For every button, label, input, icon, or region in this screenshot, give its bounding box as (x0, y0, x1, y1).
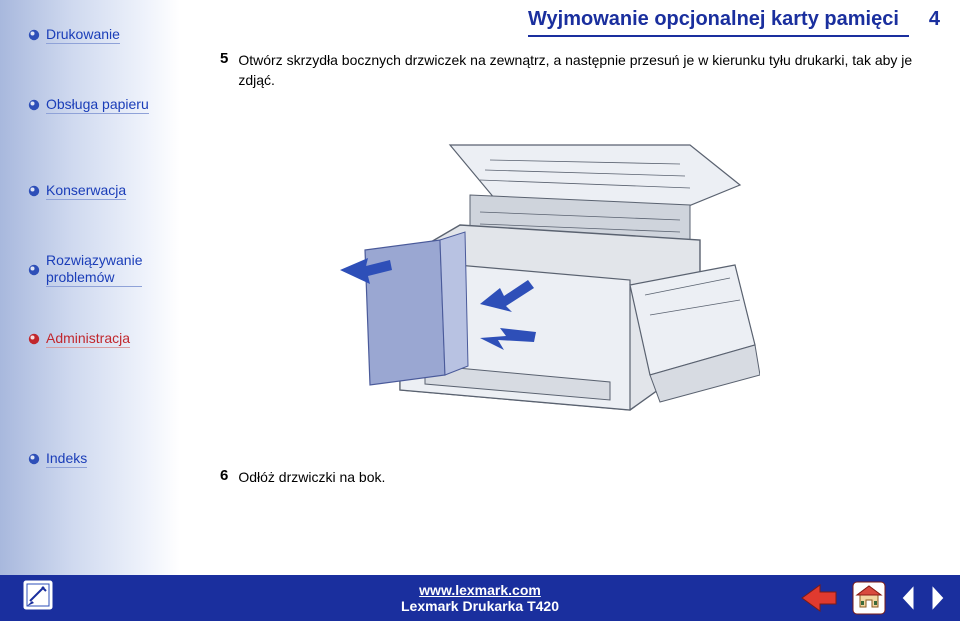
nav-drukowanie[interactable]: Drukowanie (28, 26, 149, 44)
step-5-text: Otwórz skrzydła bocznych drzwiczek na ze… (238, 50, 920, 91)
page-title: Wyjmowanie opcjonalnej karty pamięci (528, 8, 909, 37)
step-6-number: 6 (220, 467, 228, 484)
step-6: 6 Odłóż drzwiczki na bok. (220, 467, 385, 487)
nav-administracja[interactable]: Administracja (28, 330, 130, 348)
footer-bar: www.lexmark.com Lexmark Drukarka T420 (0, 575, 960, 621)
prev-page-icon[interactable] (900, 583, 916, 613)
nav-label: Rozwiązywanie (46, 252, 142, 269)
step-5-number: 5 (220, 50, 228, 67)
step-5: 5 Otwórz skrzydła bocznych drzwiczek na … (220, 50, 920, 91)
nav-bullet-icon (28, 333, 40, 345)
home-icon[interactable] (852, 581, 886, 615)
nav-label: Konserwacja (46, 182, 126, 200)
content-area: 5 Otwórz skrzydła bocznych drzwiczek na … (220, 50, 920, 101)
nav-bullet-icon (28, 99, 40, 111)
nav-konserwacja[interactable]: Konserwacja (28, 182, 142, 200)
nav-bullet-icon (28, 453, 40, 465)
nav-bullet-icon (28, 185, 40, 197)
printer-illustration (330, 140, 760, 440)
footer-url-link[interactable]: www.lexmark.com (330, 582, 630, 598)
footer-product-label: Lexmark Drukarka T420 (330, 598, 630, 614)
nav-bullet-icon (28, 264, 40, 276)
nav-label: Obsługa papieru (46, 96, 149, 114)
step-6-text: Odłóż drzwiczki na bok. (238, 467, 385, 487)
nav-label: Indeks (46, 450, 87, 468)
footer-center: www.lexmark.com Lexmark Drukarka T420 (330, 582, 630, 614)
page-number: 4 (929, 8, 940, 31)
sidebar: Drukowanie Obsługa papieru Konserwacja Rozw… (0, 0, 180, 621)
next-page-icon[interactable] (930, 583, 946, 613)
back-arrow-icon[interactable] (800, 583, 838, 613)
nav-label: Administracja (46, 330, 130, 348)
footer-nav-controls (800, 581, 946, 615)
nav-bullet-icon (28, 29, 40, 41)
nav-obsluga-papieru[interactable]: Obsługa papieru (28, 96, 149, 114)
nav-label: Drukowanie (46, 26, 120, 44)
note-icon[interactable] (22, 579, 54, 611)
nav-indeks[interactable]: Indeks (28, 450, 87, 468)
nav-rozwiazywanie[interactable]: Rozwiązywanieproblemów (28, 252, 142, 287)
nav-label: problemów (46, 269, 142, 287)
page-header: Wyjmowanie opcjonalnej karty pamięci 4 (528, 8, 940, 37)
